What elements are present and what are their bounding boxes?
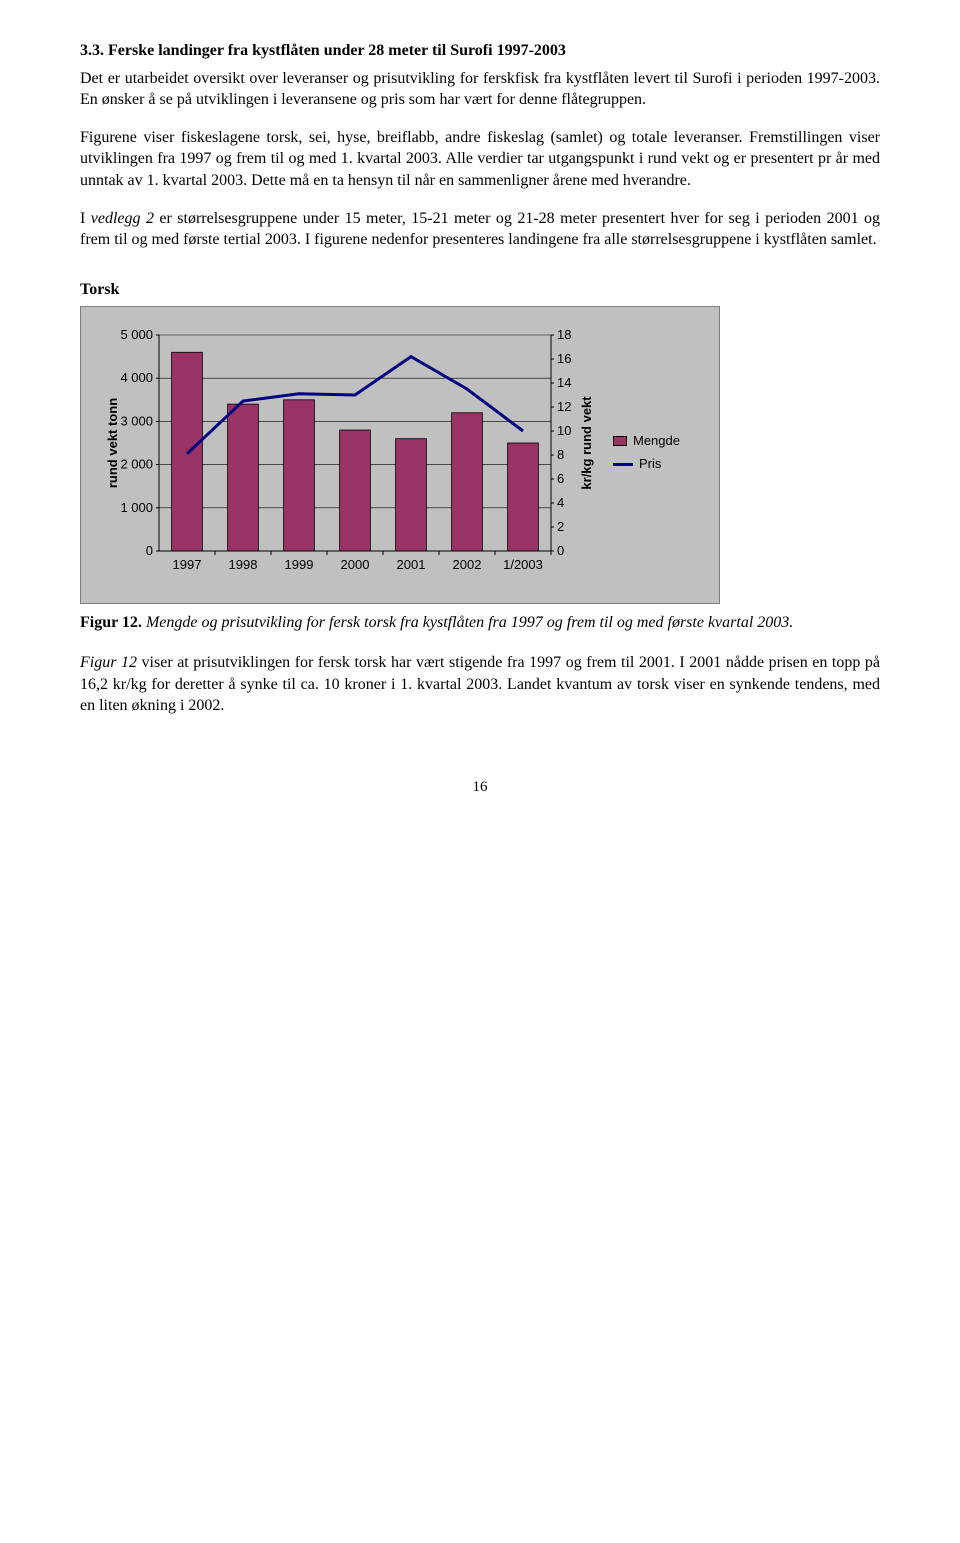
para4-emphasis: Figur 12 <box>80 654 142 671</box>
svg-text:2001: 2001 <box>397 557 426 572</box>
svg-text:1999: 1999 <box>285 557 314 572</box>
svg-text:1 000: 1 000 <box>120 500 153 515</box>
svg-text:1998: 1998 <box>229 557 258 572</box>
legend-label-mengde: Mengde <box>633 432 680 450</box>
svg-text:12: 12 <box>557 399 571 414</box>
svg-text:6: 6 <box>557 471 564 486</box>
svg-text:10: 10 <box>557 423 571 438</box>
svg-text:kr/kg rund vekt: kr/kg rund vekt <box>579 396 594 490</box>
paragraph-3: I vedlegg 2 er størrelsesgruppene under … <box>80 208 880 251</box>
legend-label-pris: Pris <box>639 455 661 473</box>
svg-text:1/2003: 1/2003 <box>503 557 543 572</box>
chart-title: Torsk <box>80 279 880 301</box>
svg-text:4 000: 4 000 <box>120 371 153 386</box>
svg-text:0: 0 <box>557 543 564 558</box>
svg-text:18: 18 <box>557 327 571 342</box>
para3-post: er størrelsesgruppene under 15 meter, 15… <box>80 210 880 249</box>
legend-swatch-mengde <box>613 436 627 446</box>
svg-text:2: 2 <box>557 519 564 534</box>
figure-caption: Figur 12. Mengde og prisutvikling for fe… <box>80 612 880 634</box>
chart-legend: Mengde Pris <box>613 432 680 479</box>
paragraph-2: Figurene viser fiskeslagene torsk, sei, … <box>80 127 880 192</box>
legend-row-mengde: Mengde <box>613 432 680 450</box>
svg-text:2 000: 2 000 <box>120 457 153 472</box>
page-number: 16 <box>80 777 880 797</box>
svg-text:16: 16 <box>557 351 571 366</box>
figure-label: Figur 12. <box>80 614 142 631</box>
svg-text:1997: 1997 <box>173 557 202 572</box>
svg-text:8: 8 <box>557 447 564 462</box>
svg-text:5 000: 5 000 <box>120 327 153 342</box>
figure-caption-text: Mengde og prisutvikling for fersk torsk … <box>142 614 793 631</box>
bar-line-chart: 0 1 000 2 000 3 000 4 000 5 000 0 2 4 6 8 10 12 14 16 1… <box>99 325 599 585</box>
svg-text:0: 0 <box>146 543 153 558</box>
legend-row-pris: Pris <box>613 455 680 473</box>
section-heading: 3.3. Ferske landinger fra kystflåten und… <box>80 40 880 62</box>
svg-text:2002: 2002 <box>453 557 482 572</box>
para3-emphasis: vedlegg 2 <box>91 210 154 227</box>
svg-text:2000: 2000 <box>341 557 370 572</box>
svg-text:rund vekt tonn: rund vekt tonn <box>105 398 120 488</box>
paragraph-4: Figur 12 viser at prisutviklingen for fe… <box>80 652 880 717</box>
svg-text:4: 4 <box>557 495 564 510</box>
svg-text:14: 14 <box>557 375 571 390</box>
para4-post: viser at prisutviklingen for fersk torsk… <box>80 654 880 714</box>
chart-container: 0 1 000 2 000 3 000 4 000 5 000 0 2 4 6 8 10 12 14 16 1… <box>80 306 720 604</box>
para3-pre: I <box>80 210 91 227</box>
legend-swatch-pris <box>613 463 633 466</box>
paragraph-1: Det er utarbeidet oversikt over leverans… <box>80 68 880 111</box>
svg-text:3 000: 3 000 <box>120 414 153 429</box>
